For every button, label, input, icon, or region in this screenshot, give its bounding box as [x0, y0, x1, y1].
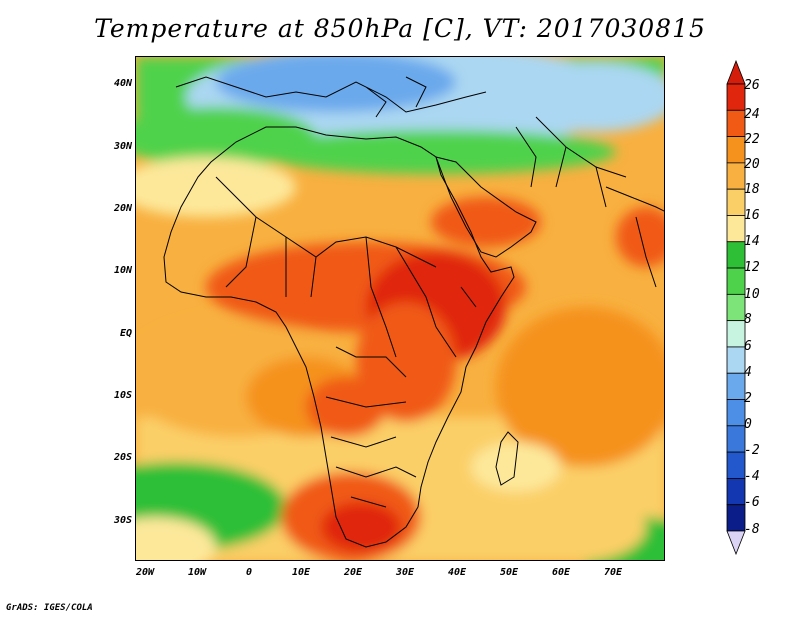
lon-label-20e: 20E [343, 567, 363, 578]
colorbar-label-4: 4 [744, 365, 752, 380]
colorbar-segment [726, 215, 746, 243]
field-madagascar-pale [471, 442, 561, 492]
colorbar-label-0: 0 [744, 417, 752, 432]
lon-label-10e: 10E [291, 567, 311, 578]
colorbar-label-22: 22 [744, 132, 760, 147]
colorbar-segment [726, 109, 746, 137]
colorbar-label-26: 26 [744, 78, 760, 93]
colorbar-segment [726, 320, 746, 348]
colorbar-segment [726, 346, 746, 374]
colorbar-segment [726, 399, 746, 427]
map-title: Temperature at 850hPa [C], VT: 201703081… [94, 14, 706, 43]
lat-label-40n: 40N [113, 78, 132, 89]
madagascar-coastline [495, 431, 519, 486]
colorbar-label-10: 10 [744, 287, 760, 302]
lon-label-10w: 10W [187, 567, 207, 578]
colorbar-label-8: 8 [744, 312, 752, 327]
colorbar-segment [726, 267, 746, 295]
colorbar-label-24: 24 [744, 107, 760, 122]
field-kalahari-hottest [321, 502, 401, 552]
coastlines [163, 76, 664, 548]
lon-label-60e: 60E [551, 567, 571, 578]
field-sw-pale [136, 517, 216, 560]
lon-label-40e: 40E [447, 567, 467, 578]
temperature-field-map [136, 57, 664, 560]
field-nw-pale [136, 157, 296, 217]
colorbar-segment [726, 293, 746, 322]
africa-coastline [163, 126, 515, 548]
lat-label-30s: 30S [113, 515, 132, 526]
colorbar-bottom-arrow [726, 530, 746, 555]
colorbar-segment [726, 504, 746, 532]
colorbar-label-minus-8: -8 [744, 522, 760, 537]
arabia-coastline [435, 156, 537, 258]
colorbar-segment [726, 372, 746, 400]
lat-label-20s: 20S [113, 452, 132, 463]
colorbar-segment [726, 162, 746, 190]
europe-coastline [175, 76, 487, 118]
field-angola-hot [306, 377, 386, 437]
colorbar-segment [726, 188, 746, 216]
field-india-hot [616, 207, 664, 267]
colorbar-label-minus-6: -6 [744, 495, 760, 510]
grads-credits: GrADS: IGES/COLA [6, 603, 93, 613]
colorbar-label-12: 12 [744, 260, 760, 275]
lat-label-20n: 20N [113, 203, 132, 214]
field-mid-green [256, 130, 616, 174]
colorbar-label-14: 14 [744, 234, 760, 249]
field-se-yellow [506, 492, 646, 560]
colorbar-segment [726, 451, 746, 479]
african-borders [215, 176, 477, 508]
colorbar-segment [726, 83, 746, 111]
field-arabia-hot [431, 197, 541, 247]
asia-borders [515, 116, 627, 208]
lon-label-70e: 70E [603, 567, 623, 578]
colorbar-segment [726, 241, 746, 269]
india-coastline [605, 186, 664, 288]
field-indian-ocean [496, 307, 664, 467]
lat-label-30n: 30N [113, 141, 132, 152]
colorbar-label-6: 6 [744, 339, 752, 354]
colorbar-label-2: 2 [744, 391, 752, 406]
lon-label-30e: 30E [395, 567, 415, 578]
colorbar-segment [726, 478, 746, 506]
field-central-hot [356, 302, 456, 422]
lat-label-eq: EQ [119, 328, 132, 339]
colorbar-label-20: 20 [744, 157, 760, 172]
lon-label-0: 0 [245, 567, 253, 578]
colorbar-segment [726, 425, 746, 453]
lat-label-10n: 10N [113, 265, 132, 276]
temperature-colorbar [726, 60, 746, 555]
lon-label-20w: 20W [135, 567, 155, 578]
colorbar-label-16: 16 [744, 208, 760, 223]
colorbar-label-minus-4: -4 [744, 469, 760, 484]
colorbar-label-18: 18 [744, 182, 760, 197]
lon-label-50e: 50E [499, 567, 519, 578]
field-central-asia-blue [516, 62, 664, 132]
field-europe-deep-blue [216, 57, 456, 112]
map-panel [135, 56, 665, 561]
colorbar-segment [726, 136, 746, 164]
lat-label-10s: 10S [113, 390, 132, 401]
colorbar-label-minus-2: -2 [744, 443, 760, 458]
colorbar-top-arrow [726, 60, 746, 85]
